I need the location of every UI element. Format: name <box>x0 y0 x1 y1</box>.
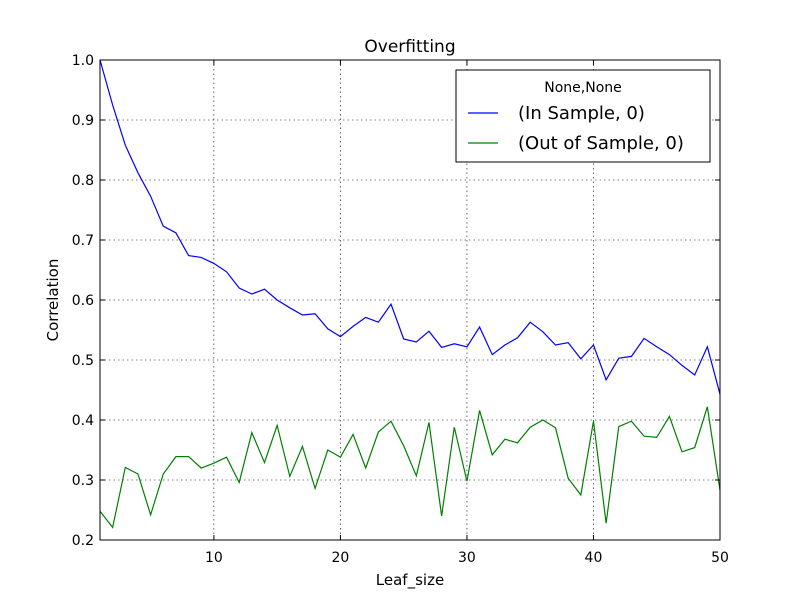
legend-title: None,None <box>544 80 622 96</box>
y-tick-label: 0.6 <box>72 293 94 309</box>
y-tick-label: 0.9 <box>72 113 94 129</box>
x-tick-label: 20 <box>331 550 349 566</box>
y-tick-label: 1.0 <box>72 53 94 69</box>
axis-ticks: 0.2 0.3 0.4 0.5 0.6 0.7 0.8 0.9 1.0 10 20 30 40 50 <box>72 53 729 566</box>
legend-label-out-of-sample: (Out of Sample, 0) <box>518 133 684 154</box>
y-axis-label: Correlation <box>44 259 62 342</box>
y-tick-label: 0.4 <box>72 413 94 429</box>
out-of-sample-line <box>99 406 721 529</box>
y-tick-label: 0.7 <box>72 233 94 249</box>
x-tick-label: 30 <box>458 550 476 566</box>
y-tick-label: 0.5 <box>72 353 94 369</box>
y-tick-label: 0.2 <box>72 533 94 549</box>
x-tick-label: 40 <box>585 550 603 566</box>
chart-title: Overfitting <box>364 37 455 57</box>
y-tick-label: 0.8 <box>72 173 94 189</box>
in-sample-line <box>99 59 721 395</box>
legend: None,None (In Sample, 0) (Out of Sample,… <box>455 69 711 163</box>
legend-box <box>455 69 711 163</box>
x-tick-label: 10 <box>205 550 223 566</box>
legend-label-in-sample: (In Sample, 0) <box>518 103 645 124</box>
x-tick-label: 50 <box>711 550 729 566</box>
y-tick-label: 0.3 <box>72 473 94 489</box>
plot-lines <box>99 59 721 529</box>
x-axis-label: Leaf_size <box>376 571 444 590</box>
